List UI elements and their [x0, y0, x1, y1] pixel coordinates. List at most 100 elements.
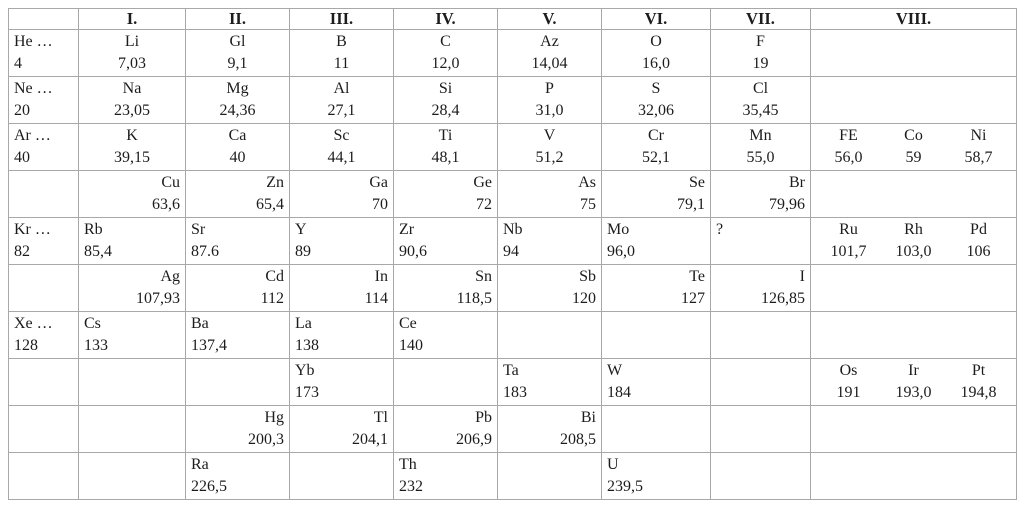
element-weight: 48,1 [431, 148, 460, 166]
element-symbol: Os [839, 362, 858, 379]
element-weight: 24,36 [219, 101, 256, 119]
empty-cell [710, 405, 811, 453]
element-cell-Rh: Rh 103,0 [881, 219, 946, 262]
element-cell-Sn: Sn 118,5 [393, 264, 498, 312]
element-symbol: Zn [266, 174, 284, 191]
table-row-6: Ag 107,93 Cd 112 In 114 Sn 118,5 Sb 120 Te 127 I 126,… [8, 264, 1017, 312]
column-header-IV: IV. [393, 8, 498, 30]
element-cell-Ra: Ra 226,5 [185, 452, 290, 500]
element-weight: 94 [503, 242, 519, 260]
element-cell-La: La 138 [289, 311, 394, 359]
element-symbol: Sc [333, 127, 350, 144]
empty-cell [289, 452, 394, 500]
element-cell-Ti: Ti 48,1 [393, 123, 498, 171]
element-cell-Y: Y 89 [289, 217, 394, 265]
element-weight: 56,0 [834, 148, 863, 166]
element-cell-Nb: Nb 94 [497, 217, 602, 265]
element-cell-Th: Th 232 [393, 452, 498, 500]
element-symbol: Ge [473, 174, 492, 191]
element-symbol: I [799, 268, 805, 285]
element-cell-O: O 16,0 [601, 29, 711, 77]
element-symbol: Na [122, 80, 142, 97]
element-symbol: O [650, 33, 662, 50]
element-cell-Pb: Pb 206,9 [393, 405, 498, 453]
element-weight: 79,1 [677, 195, 705, 213]
element-weight: 206,9 [456, 430, 492, 448]
element-symbol: Az [540, 33, 559, 50]
element-symbol: Ti [438, 127, 453, 144]
element-symbol: ? [716, 221, 724, 238]
group-viii-triad: FE 56,0 Co 59 Ni 58,7 [816, 125, 1011, 168]
element-weight: 193,0 [895, 383, 932, 401]
element-symbol: Ca [228, 127, 247, 144]
period-label-Kr: Kr … 82 [8, 217, 79, 265]
element-weight: 52,1 [642, 148, 670, 166]
element-weight: 184 [607, 383, 631, 401]
element-symbol: Mg [226, 80, 249, 97]
element-cell-Cd: Cd 112 [185, 264, 290, 312]
element-symbol: Sn [475, 268, 492, 285]
element-weight: 232 [399, 477, 423, 495]
period-weight: 4 [14, 54, 22, 72]
column-header-I: I. [78, 8, 186, 30]
period-label-He: He … 4 [8, 29, 79, 77]
element-symbol: F [756, 33, 765, 50]
element-cell-Cu: Cu 63,6 [78, 170, 186, 218]
column-header-VIII: VIII. [810, 8, 1017, 30]
column-header-V: V. [497, 8, 602, 30]
column-header-VII: VII. [710, 8, 811, 30]
element-cell-U: U 239,5 [601, 452, 711, 500]
element-weight: 59 [905, 148, 922, 166]
element-weight: 114 [364, 289, 388, 307]
empty-cell [497, 452, 602, 500]
element-cell-Ga: Ga 70 [289, 170, 394, 218]
element-weight: 127 [681, 289, 705, 307]
empty-cell [810, 170, 1017, 218]
empty-cell [601, 405, 711, 453]
element-symbol: C [440, 33, 451, 50]
element-cell-Ru: Ru 101,7 [816, 219, 881, 262]
element-cell-V: V 51,2 [497, 123, 602, 171]
element-weight: 118,5 [456, 289, 492, 307]
element-weight: 12,0 [431, 54, 460, 72]
table-row-10: Ra 226,5 Th 232 U 239,5 [8, 452, 1017, 500]
period-symbol: Kr … [14, 221, 51, 238]
empty-cell [810, 311, 1017, 359]
element-symbol: Ba [191, 315, 209, 332]
element-symbol: In [374, 268, 388, 285]
empty-cell [393, 358, 498, 406]
element-weight: 63,6 [152, 195, 180, 213]
element-cell-Ca: Ca 40 [185, 123, 290, 171]
element-weight: 107,93 [136, 289, 180, 307]
element-weight: 191 [836, 383, 861, 401]
element-symbol: Al [333, 80, 350, 97]
empty-cell [497, 311, 602, 359]
element-symbol: Li [124, 33, 140, 50]
period-weight: 20 [14, 101, 30, 119]
element-weight: 103,0 [895, 242, 932, 260]
element-symbol: Co [904, 127, 923, 144]
element-symbol: Ag [160, 268, 180, 285]
element-symbol: Si [438, 80, 453, 97]
element-symbol: Ru [839, 221, 858, 238]
element-cell-Zr: Zr 90,6 [393, 217, 498, 265]
element-weight: 55,0 [746, 148, 775, 166]
element-weight: 89 [295, 242, 311, 260]
element-weight: 14,04 [531, 54, 568, 72]
element-symbol: Cd [265, 268, 284, 285]
element-weight: 27,1 [327, 101, 356, 119]
empty-cell [810, 452, 1017, 500]
element-weight: 112 [260, 289, 284, 307]
element-symbol: Se [689, 174, 705, 191]
element-cell-Cr: Cr 52,1 [601, 123, 711, 171]
element-weight: 87.6 [191, 242, 219, 260]
table-row-8: Yb 173 Ta 183 W 184 Os 191 Ir 193,0 Pt 194,8 [8, 358, 1017, 406]
element-symbol: Mo [607, 221, 630, 238]
element-cell-Na: Na 23,05 [78, 76, 186, 124]
element-cell-S: S 32,06 [601, 76, 711, 124]
element-weight: 75 [580, 195, 596, 213]
element-cell-Os: Os 191 [816, 360, 881, 403]
element-symbol: Pd [970, 221, 987, 238]
element-weight: 32,06 [638, 101, 674, 119]
element-cell-Gl: Gl 9,1 [185, 29, 290, 77]
